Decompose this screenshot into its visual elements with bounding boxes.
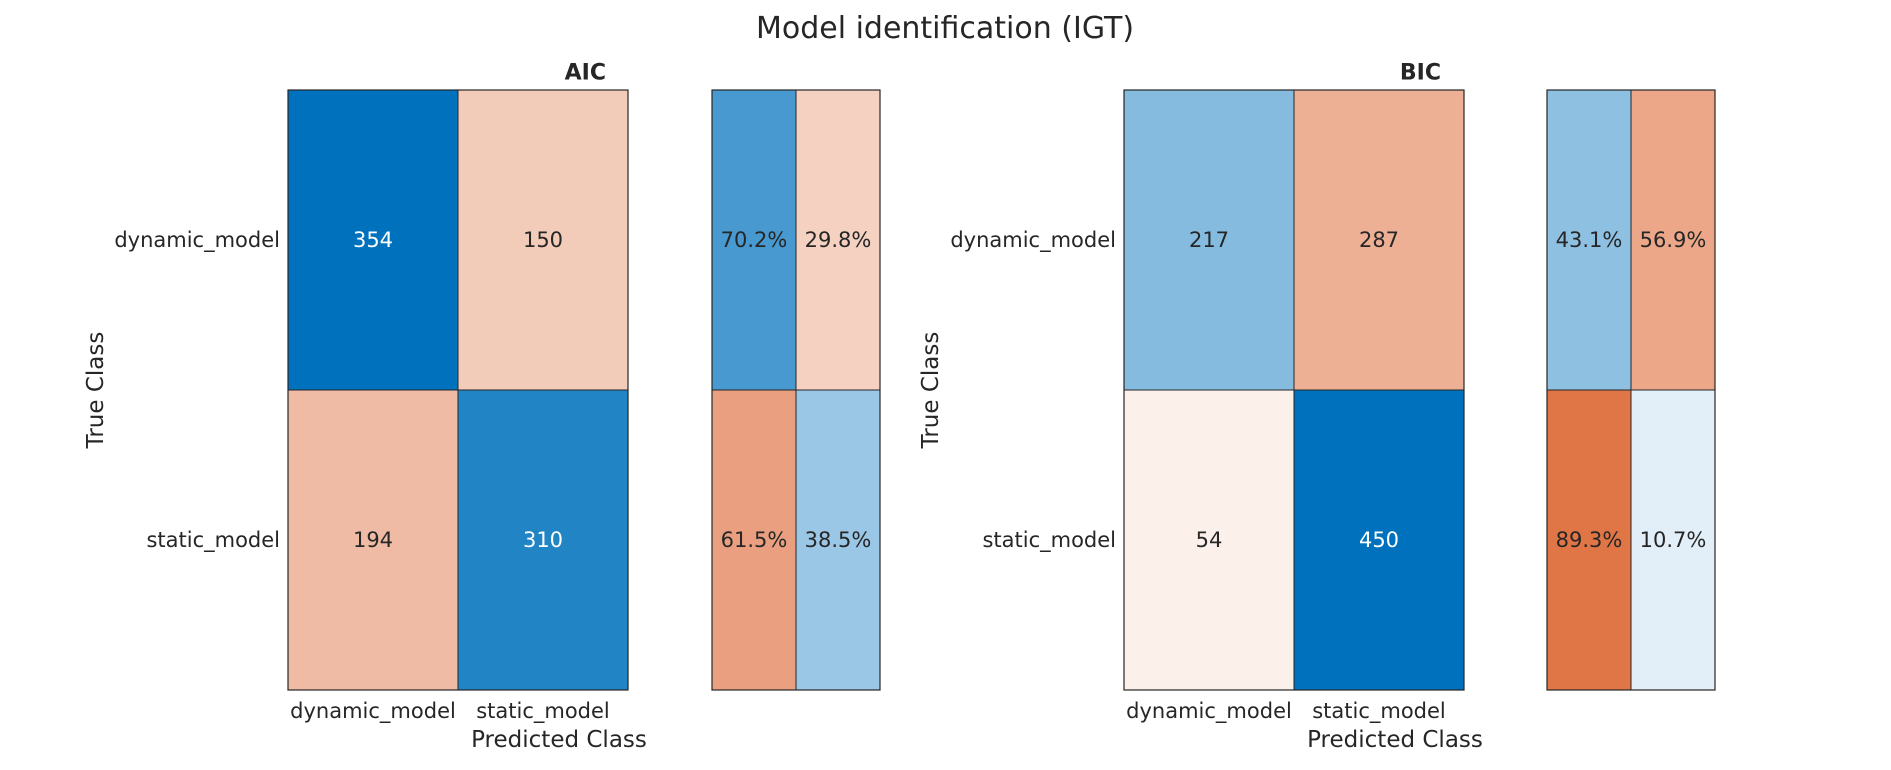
matrix-cell [287,389,459,691]
row-summary-value: 56.9% [1640,228,1707,252]
matrix-cell [1293,389,1465,691]
confusion-charts: AIC 354 150 194 310 70.2% 29.8% 61.5% 38.5% dynam… [83,61,1716,753]
matrix-cell-value: 150 [523,228,563,252]
matrix-cell-value: 287 [1359,228,1399,252]
matrix-cell [1123,389,1295,691]
x-tick-label: static_model [476,699,610,724]
x-axis-label: Predicted Class [471,727,647,753]
figure-title: Model identification (IGT) [756,11,1134,46]
x-tick-label: dynamic_model [1126,699,1292,724]
chart-title: AIC [565,61,606,86]
row-summary-cell [1630,89,1716,391]
x-tick-label: dynamic_model [290,699,456,724]
matrix-cell-value: 194 [353,528,393,552]
x-tick-label: static_model [1312,699,1446,724]
x-axis-label: Predicted Class [1307,727,1483,753]
matrix-cell [1293,89,1465,391]
matrix-cell [287,89,459,391]
matrix-cell-value: 354 [353,228,393,252]
y-tick-label: dynamic_model [114,228,280,253]
row-summary-value: 29.8% [805,228,872,252]
chart-title: BIC [1400,61,1441,86]
y-tick-label: dynamic_model [950,228,1116,253]
row-summary-value: 89.3% [1556,528,1623,552]
matrix-border [1123,89,1465,691]
y-axis-label: True Class [83,332,109,450]
matrix-cell [457,389,629,691]
y-axis-label: True Class [918,332,944,450]
row-summary-border [1546,89,1716,691]
row-summary-value: 61.5% [721,528,788,552]
row-summary-cell [1630,389,1716,691]
matrix-cell-value: 310 [523,528,563,552]
row-summary-value: 43.1% [1556,228,1623,252]
row-summary-value: 38.5% [805,528,872,552]
confusion-chart-aic: AIC 354 150 194 310 70.2% 29.8% 61.5% 38.5% dynam… [83,61,881,753]
row-summary-value: 70.2% [721,228,788,252]
matrix-cell-value: 217 [1189,228,1229,252]
matrix-border [287,89,629,691]
matrix-cell-value: 54 [1196,528,1223,552]
y-tick-label: static_model [146,528,280,553]
matrix-cell [457,89,629,391]
matrix-cell [1123,89,1295,391]
confusion-chart-bic: BIC 217 287 54 450 43.1% 56.9% 89.3% 10.7% dynami… [918,61,1716,753]
row-summary-border [711,89,881,691]
y-tick-label: static_model [982,528,1116,553]
row-summary-cell [795,389,881,691]
matrix-cell-value: 450 [1359,528,1399,552]
row-summary-value: 10.7% [1640,528,1707,552]
row-summary-cell [795,89,881,391]
